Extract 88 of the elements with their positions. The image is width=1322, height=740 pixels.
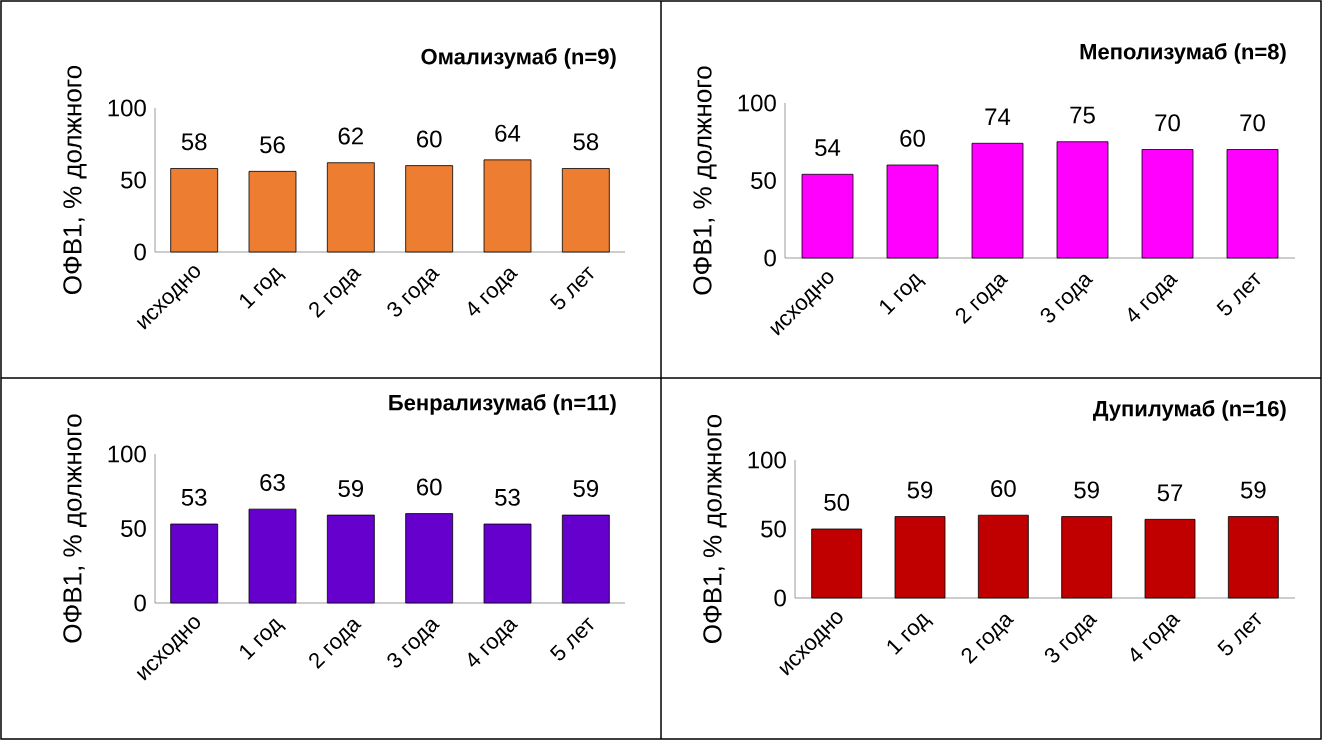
y-tick-label: 50	[121, 520, 146, 538]
x-tick-label: 1 год	[880, 273, 927, 315]
bar	[561, 168, 610, 253]
x-tick-label: 4 года	[1130, 614, 1181, 662]
data-label: 75	[1070, 106, 1095, 124]
bar	[971, 142, 1024, 259]
x-tick-label: 4 года	[1128, 274, 1179, 322]
y-axis-title: ОФВ1, % должного	[63, 414, 87, 643]
x-tick-label: 2 года	[309, 619, 362, 670]
x-tick-label: 4 года	[468, 268, 519, 316]
bar	[894, 516, 946, 599]
data-label: 59	[907, 481, 933, 499]
chart-title: Меполизумаб (n=8)	[1080, 43, 1286, 64]
y-axis-title: ОФВ1, % должного	[693, 66, 717, 295]
bar	[326, 162, 375, 253]
chart-title: Омализумаб (n=9)	[421, 48, 616, 69]
bar	[405, 165, 454, 253]
y-tick-label: 0	[134, 594, 146, 612]
data-label: 59	[1240, 481, 1266, 499]
data-label: 59	[573, 479, 599, 497]
data-label: 60	[417, 130, 442, 148]
bar	[977, 514, 1029, 599]
data-label: 64	[495, 124, 521, 142]
y-tick-label: 100	[738, 94, 776, 112]
x-tick-label: 1 год	[240, 267, 287, 309]
bar	[170, 523, 219, 604]
bar	[483, 159, 532, 253]
x-tick-label: 2 года	[961, 614, 1015, 665]
data-label: 58	[573, 133, 599, 151]
bar	[1056, 141, 1109, 259]
x-tick-label: 1 год	[240, 618, 287, 660]
x-tick-label: 3 года	[1044, 614, 1098, 663]
data-label: 50	[824, 493, 850, 511]
data-label: 63	[260, 473, 285, 491]
data-label: 56	[260, 136, 285, 154]
bar	[248, 508, 297, 604]
bar	[1141, 149, 1194, 259]
data-label: 70	[1240, 114, 1265, 132]
x-tick-label: 5 лет	[1217, 612, 1262, 656]
bar	[1226, 149, 1279, 259]
bar	[801, 173, 854, 259]
data-label: 74	[985, 108, 1011, 126]
data-label: 53	[495, 488, 520, 506]
y-tick-label: 0	[134, 243, 146, 261]
y-tick-label: 50	[761, 520, 786, 538]
bar	[886, 164, 939, 259]
data-label: 54	[815, 139, 841, 157]
data-label: 60	[991, 480, 1016, 498]
data-label: 57	[1157, 484, 1183, 502]
y-axis-title: ОФВ1, % должного	[63, 65, 87, 294]
chart-title: Дупилумаб (n=16)	[1093, 400, 1286, 421]
y-tick-label: 0	[774, 589, 786, 607]
bar	[405, 513, 454, 604]
x-tick-label: 2 года	[309, 268, 362, 319]
x-tick-label: 5 лет	[1216, 272, 1261, 316]
y-tick-label: 100	[108, 445, 146, 463]
chart-title: Бенрализумаб (n=11)	[389, 394, 616, 415]
x-tick-label: 3 года	[387, 619, 440, 668]
bar	[326, 514, 375, 604]
data-label: 62	[338, 127, 363, 145]
bar	[483, 523, 532, 604]
y-tick-label: 100	[748, 451, 786, 469]
y-tick-label: 50	[121, 171, 146, 189]
y-tick-label: 0	[764, 249, 776, 267]
x-tick-label: 3 года	[387, 268, 440, 317]
bar	[170, 168, 219, 253]
bar	[1144, 518, 1196, 599]
x-tick-label: 3 года	[1040, 274, 1094, 323]
y-axis-title: ОФВ1, % должного	[703, 414, 727, 643]
bar	[1061, 516, 1113, 599]
bar	[561, 514, 610, 604]
bar	[1227, 516, 1279, 599]
y-tick-label: 100	[108, 99, 146, 117]
x-tick-label: 5 лет	[549, 266, 594, 310]
data-label: 58	[181, 133, 207, 151]
x-tick-label: 1 год	[887, 613, 934, 655]
data-label: 70	[1155, 114, 1180, 132]
data-label: 60	[900, 129, 925, 147]
data-label: 59	[1074, 481, 1099, 499]
data-label: 53	[181, 488, 207, 506]
x-tick-label: 2 года	[955, 274, 1009, 325]
data-label: 59	[338, 479, 364, 497]
bar	[811, 528, 863, 599]
bar	[248, 170, 297, 253]
y-tick-label: 50	[751, 172, 776, 189]
x-tick-label: 4 года	[468, 619, 519, 667]
x-tick-label: 5 лет	[549, 617, 594, 661]
data-label: 60	[417, 478, 442, 496]
